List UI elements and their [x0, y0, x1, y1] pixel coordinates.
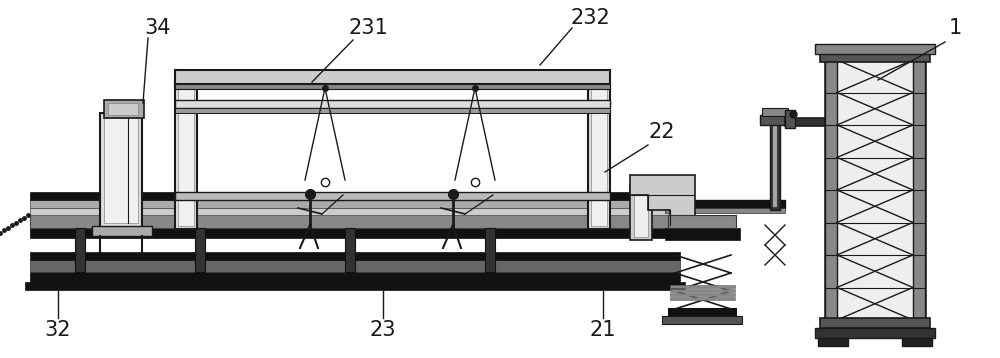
Text: 232: 232	[570, 8, 610, 28]
Bar	[175, 84, 610, 89]
Bar	[670, 293, 735, 296]
Bar	[345, 228, 355, 272]
Text: 32: 32	[45, 320, 71, 340]
Bar	[825, 60, 837, 320]
Text: 231: 231	[348, 18, 388, 38]
Bar	[104, 118, 138, 223]
Bar	[668, 215, 736, 228]
Bar	[818, 338, 848, 346]
Text: 23: 23	[370, 320, 396, 340]
Bar	[668, 308, 736, 316]
Bar	[773, 123, 777, 207]
Bar	[175, 108, 610, 113]
Bar	[30, 208, 680, 215]
Text: 22: 22	[649, 122, 675, 142]
Bar	[30, 192, 680, 200]
Bar	[630, 185, 652, 240]
Bar	[178, 88, 194, 226]
Bar	[30, 272, 680, 284]
Bar	[175, 70, 610, 84]
Text: 21: 21	[590, 320, 616, 340]
Bar	[662, 316, 742, 324]
Bar	[665, 208, 785, 213]
Bar	[665, 200, 785, 208]
Bar	[820, 52, 930, 62]
Bar	[785, 118, 825, 126]
Bar	[30, 215, 680, 228]
Bar	[825, 60, 925, 320]
Bar	[175, 192, 610, 200]
Bar	[92, 226, 152, 236]
Bar	[815, 328, 935, 338]
Bar	[820, 318, 930, 328]
Text: 1: 1	[948, 18, 962, 38]
Bar	[913, 60, 925, 320]
Bar	[670, 297, 735, 300]
Bar	[670, 285, 735, 288]
Bar	[485, 228, 495, 272]
Bar	[25, 282, 685, 290]
Bar	[815, 44, 935, 54]
Bar	[665, 228, 740, 240]
Bar	[108, 103, 138, 115]
Bar	[588, 84, 610, 229]
Bar	[30, 228, 680, 238]
Bar	[104, 100, 144, 118]
Bar	[30, 260, 680, 272]
Bar	[634, 189, 648, 237]
Bar	[760, 115, 790, 125]
Polygon shape	[630, 175, 695, 225]
Bar	[195, 228, 205, 272]
Bar	[175, 84, 197, 229]
Bar	[175, 100, 610, 108]
Bar	[770, 120, 780, 210]
Bar	[785, 110, 795, 128]
Bar	[902, 338, 932, 346]
Text: 34: 34	[145, 18, 171, 38]
Bar	[75, 228, 85, 272]
Bar	[762, 108, 788, 116]
Bar	[670, 289, 735, 292]
Bar	[30, 252, 680, 260]
Bar	[30, 200, 680, 208]
Bar	[100, 113, 142, 228]
Bar	[591, 88, 607, 226]
